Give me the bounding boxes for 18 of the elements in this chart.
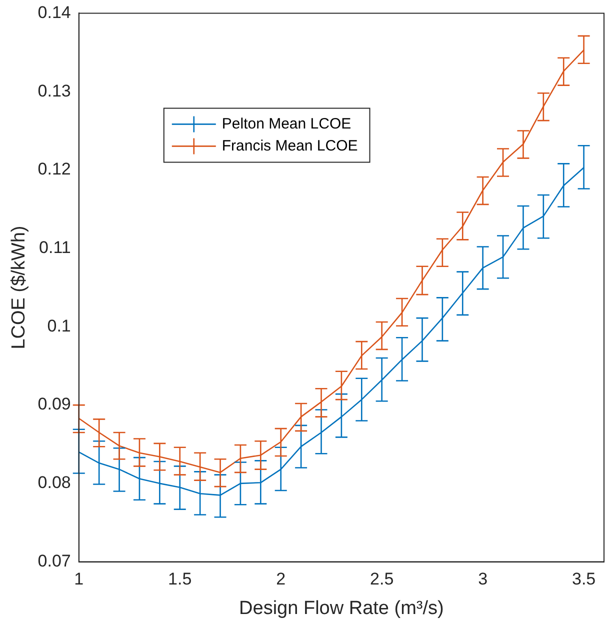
x-tick-label: 3.5 (572, 570, 596, 589)
y-tick-label: 0.13 (38, 81, 71, 100)
y-tick-label: 0.1 (47, 316, 71, 336)
y-axis-title: LCOE ($/kWh) (8, 226, 30, 350)
legend-label: Francis Mean LCOE (222, 137, 358, 154)
x-tick-label: 2.5 (370, 570, 394, 589)
y-tick-label: 0.11 (39, 238, 71, 257)
y-tick-label: 0.12 (38, 160, 71, 179)
y-tick-label: 0.14 (38, 2, 71, 22)
y-tick-label: 0.08 (38, 473, 71, 492)
y-tick-label: 0.07 (38, 551, 71, 570)
x-tick-label: 1.5 (168, 570, 192, 589)
y-tick-label: 0.09 (38, 394, 71, 414)
legend-label: Pelton Mean LCOE (222, 115, 352, 132)
x-axis-title: Design Flow Rate (m³/s) (239, 598, 444, 619)
x-tick-label: 3 (478, 570, 488, 589)
x-tick-label: 2 (276, 570, 286, 589)
x-tick-label: 1 (74, 570, 84, 589)
